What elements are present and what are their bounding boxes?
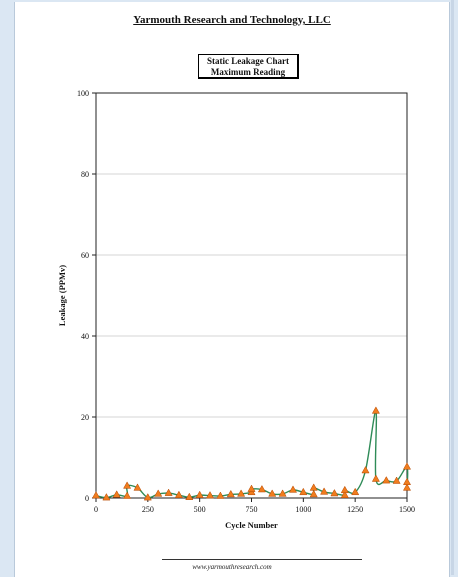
data-point-marker xyxy=(257,484,266,493)
data-point-marker xyxy=(91,491,101,499)
data-point-marker xyxy=(123,491,132,499)
y-tick-label: 20 xyxy=(81,413,89,422)
data-point-marker xyxy=(154,489,163,497)
x-tick-label: 1500 xyxy=(399,505,415,514)
x-tick-label: 1250 xyxy=(347,505,363,514)
footer-url: www.yarmouthresearch.com xyxy=(192,563,272,571)
data-point-marker xyxy=(330,488,339,497)
data-point-marker xyxy=(299,487,308,496)
data-point-marker xyxy=(123,481,132,489)
x-tick-label: 1000 xyxy=(295,505,311,514)
footer-rule xyxy=(162,559,362,560)
data-point-marker xyxy=(205,491,215,499)
x-tick-label: 500 xyxy=(194,505,206,514)
chart-title-line2: Maximum Reading xyxy=(210,67,286,77)
data-point-marker xyxy=(164,488,173,496)
x-tick-label: 750 xyxy=(246,505,258,514)
x-axis-title: Cycle Number xyxy=(225,520,278,530)
data-point-marker xyxy=(320,487,329,495)
data-point-marker xyxy=(143,493,152,501)
data-point-marker xyxy=(402,483,412,491)
data-point-marker xyxy=(278,489,287,497)
y-tick-label: 100 xyxy=(77,89,89,98)
x-tick-label: 250 xyxy=(142,505,154,514)
data-point-marker xyxy=(185,492,194,500)
data-point-marker xyxy=(382,476,391,484)
data-point-marker xyxy=(174,490,183,498)
data-point-marker xyxy=(340,490,349,498)
data-point-marker xyxy=(361,465,370,474)
data-point-marker xyxy=(102,493,111,501)
data-point-marker xyxy=(195,490,204,498)
company-name: Yarmouth Research and Technology, LLC xyxy=(133,14,331,26)
x-tick-label: 0 xyxy=(94,505,98,514)
y-tick-label: 0 xyxy=(85,494,89,503)
data-point-marker xyxy=(309,489,318,498)
series-line xyxy=(95,410,409,499)
data-point-marker xyxy=(247,484,256,492)
y-axis-title: Leakage (PPMv) xyxy=(57,265,67,326)
chart-title-line1: Static Leakage Chart xyxy=(207,56,289,66)
series-markers xyxy=(91,406,412,501)
data-point-marker xyxy=(268,489,277,497)
page-edge xyxy=(451,0,454,575)
data-point-marker xyxy=(402,477,412,485)
plot-area-frame xyxy=(95,92,408,499)
data-point-marker xyxy=(340,485,349,494)
y-tick-label: 80 xyxy=(81,170,89,179)
data-point-marker xyxy=(288,485,298,493)
y-tick-label: 60 xyxy=(81,251,89,260)
data-point-marker xyxy=(112,490,121,498)
data-point-marker xyxy=(133,483,142,491)
chart-title-box: Static Leakage Chart Maximum Reading xyxy=(198,54,299,79)
gridlines xyxy=(96,173,407,418)
report-sheet: Yarmouth Research and Technology, LLC St… xyxy=(14,2,450,577)
data-point-marker xyxy=(216,491,225,499)
data-point-marker xyxy=(392,476,401,484)
data-point-marker xyxy=(226,489,235,498)
data-point-marker xyxy=(237,489,246,497)
y-tick-label: 40 xyxy=(81,332,89,341)
data-point-marker xyxy=(402,462,412,470)
data-point-marker xyxy=(309,483,318,491)
data-point-marker xyxy=(351,487,360,496)
data-point-marker xyxy=(371,406,380,414)
data-point-marker xyxy=(371,474,380,482)
